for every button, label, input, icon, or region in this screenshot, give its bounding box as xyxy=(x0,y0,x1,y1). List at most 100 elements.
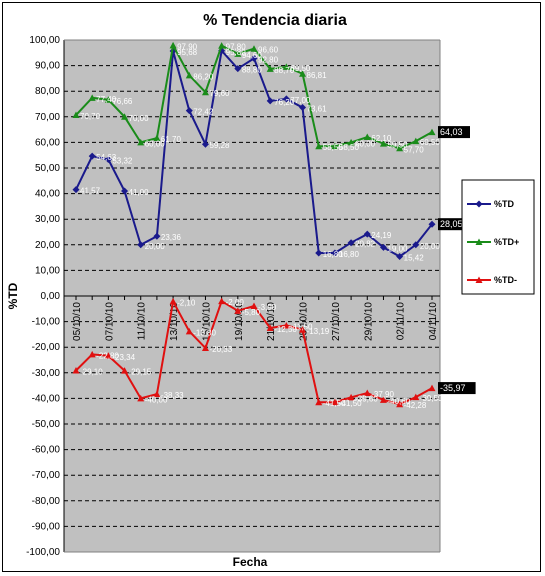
point-pcttdplus xyxy=(218,42,226,49)
x-tick-label: 11/10/10 xyxy=(137,302,148,341)
point-pcttdplus xyxy=(299,70,307,77)
point-pcttdplus xyxy=(72,111,80,119)
x-tick-labels: 05/10/10 07/10/10 11/10/10 13/10/10 15/10/10… xyxy=(72,302,439,341)
y-tick-labels: 100,00 90,00 80,00 70,00 60,00 50,00 40,00 30,0… xyxy=(26,35,60,558)
point-pcttdminus xyxy=(428,384,436,392)
data-label-pcttdplus: 60,00 xyxy=(355,139,376,148)
point-pcttdminus xyxy=(299,326,307,333)
data-label-pcttdplus: 60,00 xyxy=(145,139,166,148)
data-label-pcttd: 15,42 xyxy=(404,254,425,263)
y-tick-label: 90,00 xyxy=(35,61,60,72)
data-label-pcttdplus: 96,60 xyxy=(258,46,279,55)
point-pcttdminus xyxy=(137,394,145,402)
data-label-pcttd: 20,00 xyxy=(420,242,441,251)
point-pcttd xyxy=(201,140,209,148)
point-pcttdplus xyxy=(428,128,436,136)
data-label-pcttd: 95,68 xyxy=(177,48,198,57)
point-pcttdminus xyxy=(379,396,387,403)
data-label-pcttdplus: 61,70 xyxy=(161,135,182,144)
point-pcttdplus xyxy=(169,41,177,49)
point-pcttd xyxy=(428,220,436,228)
chart-title: % Tendencia diaria xyxy=(203,12,347,29)
y-tick-label: -100,00 xyxy=(26,547,60,558)
data-label-pcttd: 20,00 xyxy=(145,242,166,251)
data-label-pcttdminus: -29,10 xyxy=(80,367,103,376)
end-label-box-pcttdplus xyxy=(438,126,470,139)
y-tick-label: -70,00 xyxy=(32,470,61,481)
data-label-pcttdminus: -39,50 xyxy=(420,394,443,403)
point-pcttdminus xyxy=(266,324,274,331)
y-tick-label: 0,00 xyxy=(41,291,61,302)
data-label-pcttd: 41,57 xyxy=(80,187,101,196)
point-pcttdminus xyxy=(250,302,258,309)
y-tick-label: -20,00 xyxy=(32,342,61,353)
point-pcttdminus xyxy=(169,297,177,305)
point-pcttd xyxy=(363,230,371,238)
y-tick-label: -10,00 xyxy=(32,317,61,328)
data-label-pcttdplus: 86,81 xyxy=(307,71,328,80)
point-pcttd xyxy=(153,232,161,240)
point-pcttd xyxy=(379,243,387,251)
point-pcttd xyxy=(266,97,274,105)
point-pcttdplus xyxy=(234,50,242,57)
data-label-pcttdminus: -12,50 xyxy=(274,325,297,334)
x-tick-label: 04/11/10 xyxy=(428,302,439,341)
x-axis-label: Fecha xyxy=(233,555,268,569)
end-label-box-pcttdminus xyxy=(438,382,476,395)
data-label-pcttd: 95,80 xyxy=(226,48,247,57)
data-label-pcttdplus: 88,70 xyxy=(274,66,295,75)
x-tick-label: 25/10/10 xyxy=(299,302,310,341)
y-tick-label: 80,00 xyxy=(35,86,60,97)
data-label-pcttdminus: -2,00 xyxy=(226,298,245,307)
data-label-pcttd: 88,80 xyxy=(242,66,263,75)
data-label-pcttd: 59,28 xyxy=(209,141,230,150)
data-label-pcttd: 16,80 xyxy=(323,250,344,259)
data-label-pcttd: 54,63 xyxy=(96,153,117,162)
point-pcttd xyxy=(72,186,80,194)
x-tick-label: 27/10/10 xyxy=(331,302,342,341)
point-pcttd xyxy=(185,107,193,115)
point-pcttdminus xyxy=(363,389,371,397)
legend-marker-pcttd xyxy=(475,200,483,208)
point-pcttd xyxy=(315,249,323,257)
y-tick-label: -60,00 xyxy=(32,445,61,456)
y-tick-label: -90,00 xyxy=(32,521,61,532)
y-tick-label: 60,00 xyxy=(35,137,60,148)
end-label-pcttdplus: 64,03 xyxy=(440,127,463,137)
data-label-pcttdminus: -2,10 xyxy=(177,298,196,307)
point-pcttdminus xyxy=(347,393,355,401)
data-label-pcttdplus: 70,70 xyxy=(80,112,101,121)
data-label-pcttdplus: 79,60 xyxy=(209,89,230,98)
point-pcttd xyxy=(282,95,290,103)
point-pcttdplus xyxy=(104,96,112,103)
data-label-pcttd: 19,00 xyxy=(387,244,408,253)
point-pcttdminus xyxy=(88,350,96,358)
data-label-pcttdminus: -42,28 xyxy=(404,401,427,410)
point-pcttdplus xyxy=(121,113,129,120)
y-tick-label: 70,00 xyxy=(35,112,60,123)
data-label-pcttdplus: 77,40 xyxy=(96,95,117,104)
x-tick-label: 29/10/10 xyxy=(363,302,374,341)
legend: %TD %TD+ %TD- xyxy=(461,179,535,295)
point-pcttdminus xyxy=(104,352,112,359)
x-tick-label: 13/10/10 xyxy=(169,302,180,341)
point-pcttdplus xyxy=(315,142,323,150)
y-tick-label: -50,00 xyxy=(32,419,61,430)
data-label-pcttd: 23,36 xyxy=(161,233,182,242)
point-pcttd xyxy=(347,239,355,247)
data-label-pcttdplus: 62,10 xyxy=(371,134,392,143)
data-labels: 41,5754,6353,3241,0020,0023,3695,6872,42… xyxy=(80,42,443,410)
series-layer xyxy=(72,41,436,408)
data-label-pcttd: 77,00 xyxy=(290,96,311,105)
point-pcttdplus xyxy=(88,94,96,101)
data-label-pcttd: 20,82 xyxy=(355,240,376,249)
data-label-pcttdplus: 76,66 xyxy=(112,97,133,106)
data-label-pcttdminus: -41,50 xyxy=(339,399,362,408)
data-label-pcttdminus: -13,80 xyxy=(193,328,216,337)
data-label-pcttdplus: 97,90 xyxy=(177,42,198,51)
point-pcttdminus xyxy=(315,398,323,406)
data-label-pcttdminus: -37,90 xyxy=(371,390,394,399)
point-pcttdminus xyxy=(396,400,404,408)
y-tick-label: -40,00 xyxy=(32,393,61,404)
